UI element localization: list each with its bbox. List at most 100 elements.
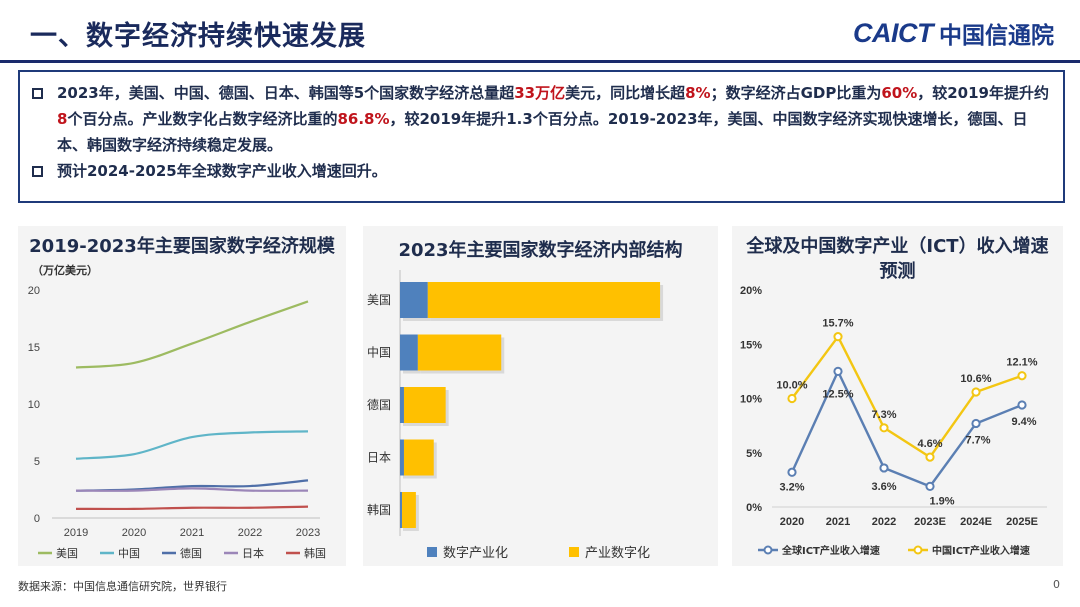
data-label: 7.3% [871, 409, 896, 421]
x-tick-label: 2022 [238, 527, 262, 539]
y-axis-unit-label: （万亿美元） [32, 264, 98, 277]
legend-label: 日本 [242, 546, 264, 560]
series-line-3 [75, 487, 309, 492]
y-tick-label: 10% [740, 394, 762, 406]
series-line-0 [790, 370, 1023, 488]
legend-swatch-marker [763, 545, 773, 555]
data-point [833, 366, 843, 376]
category-label: 德国 [367, 397, 391, 412]
y-tick-label: 15 [28, 342, 40, 354]
data-point [787, 467, 797, 477]
summary-bullet-2: 预计2024-2025年全球数字产业收入增速回升。 [32, 158, 1053, 184]
y-tick-label: 0% [746, 502, 762, 514]
data-label: 10.6% [960, 373, 991, 385]
summary-box: 2023年，美国、中国、德国、日本、韩国等5个国家数字经济总量超33万亿美元，同… [18, 70, 1065, 203]
y-tick-label: 15% [740, 339, 762, 351]
bar-segment-industrial-digitalization [427, 282, 661, 318]
category-label: 美国 [367, 293, 391, 307]
chart-panel-ict-forecast: 全球及中国数字产业（ICT）收入增速预测 0% 5% 10% 15% 20% 2020 20… [732, 226, 1063, 566]
x-tick-label: 2023E [914, 516, 946, 528]
chart-title: 2023年主要国家数字经济内部结构 [398, 240, 683, 261]
legend-label: 中国 [118, 547, 140, 560]
data-label: 9.4% [1011, 416, 1036, 428]
summary-bullet-1: 2023年，美国、中国、德国、日本、韩国等5个国家数字经济总量超33万亿美元，同… [32, 80, 1053, 158]
x-tick-label: 2022 [872, 516, 896, 528]
data-label: 12.5% [822, 388, 853, 400]
x-tick-label: 2020 [122, 527, 146, 539]
data-point [833, 332, 843, 342]
data-point [879, 463, 889, 473]
highlight-figure: 33万亿 [514, 84, 566, 102]
bar-segment-digital-industrialization [400, 334, 418, 371]
y-tick-label: 20% [740, 285, 762, 297]
chart-panel-country-scale: 2019-2023年主要国家数字经济规模 （万亿美元） 0 5 10 15 20 2019… [18, 226, 346, 566]
summary-text-segment: ；数字经济占GDP比重为 [710, 84, 882, 102]
highlight-figure: 86.8% [337, 110, 390, 128]
data-label: 12.1% [1006, 357, 1037, 369]
square-bullet-icon [32, 166, 43, 177]
title-divider [0, 60, 1080, 63]
summary-bullet-2-text: 预计2024-2025年全球数字产业收入增速回升。 [57, 162, 387, 180]
logo-text: 中国信通院 [939, 23, 1054, 49]
square-bullet-icon [32, 88, 43, 99]
data-source-note: 数据来源：中国信息通信研究院，世界银行 [18, 580, 227, 593]
legend-label: 韩国 [304, 546, 326, 560]
legend-label: 全球ICT产业收入增速 [781, 544, 880, 557]
data-point [1017, 400, 1027, 410]
legend-swatch [427, 547, 437, 557]
x-tick-label: 2019 [64, 527, 88, 539]
bar-segment-industrial-digitalization [403, 439, 434, 476]
category-label: 韩国 [367, 502, 391, 517]
x-tick-label: 2020 [780, 516, 804, 528]
data-label: 1.9% [929, 495, 954, 507]
data-label: 3.2% [779, 481, 804, 493]
line-chart-country-scale: 0 5 10 15 20 2019 2020 2021 2022 2023 美国 中国 德国 日本 韩国 [28, 285, 326, 560]
highlight-figure: 8% [685, 84, 711, 102]
chart-title: 全球及中国数字产业（ICT）收入增速预测 [746, 236, 1049, 282]
y-tick-label: 10 [28, 399, 40, 411]
legend-swatch-marker [913, 545, 923, 555]
legend-label: 产业数字化 [585, 546, 650, 561]
data-label: 10.0% [776, 380, 807, 392]
series-line-0 [75, 300, 309, 369]
x-tick-label: 2021 [180, 527, 204, 539]
legend-label: 数字产业化 [443, 546, 508, 561]
bar-segment-digital-industrialization [400, 439, 404, 476]
y-tick-label: 20 [28, 285, 40, 297]
x-tick-label: 2023 [296, 527, 320, 539]
summary-text-segment: 美元，同比增长超 [565, 84, 686, 102]
data-point [787, 393, 797, 404]
bar-segment-digital-industrialization [400, 387, 404, 423]
x-tick-label: 2024E [960, 516, 992, 528]
legend-label: 中国ICT产业收入增速 [932, 544, 1030, 557]
x-tick-label: 2025E [1006, 516, 1038, 528]
data-point [971, 387, 981, 397]
category-label: 日本 [367, 451, 391, 465]
chart-panel-structure: 2023年主要国家数字经济内部结构 美国中国德国日本韩国数字产业化 产业数字化 [363, 226, 718, 566]
category-label: 中国 [367, 345, 391, 360]
summary-bullet-1-text: 2023年，美国、中国、德国、日本、韩国等5个国家数字经济总量超33万亿美元，同… [57, 80, 1053, 158]
page-number: 0 [1053, 578, 1060, 591]
chart-title: 2019-2023年主要国家数字经济规模 [29, 236, 335, 257]
series-line-1 [75, 430, 309, 460]
caict-logo: CAICT 中国信通院 [853, 16, 1054, 50]
legend-label: 德国 [180, 546, 202, 560]
legend-label: 美国 [56, 547, 78, 560]
line-chart-ict-forecast: 0% 5% 10% 15% 20% 2020 2021 2022 2023E 2024E 2025E… [740, 285, 1047, 557]
page-title: 一、数字经济持续快速发展 [30, 21, 366, 52]
y-tick-label: 0 [34, 513, 40, 525]
bar-segment-industrial-digitalization [401, 492, 416, 528]
data-point [879, 423, 889, 433]
summary-text-segment: 个百分点。产业数字化占数字经济比重的 [67, 110, 338, 128]
summary-text-segment: 2023年，美国、中国、德国、日本、韩国等5个国家数字经济总量超 [57, 84, 515, 102]
summary-text-segment: ，较2019年提升约 [917, 84, 1049, 102]
data-label: 7.7% [965, 434, 990, 446]
bar-segment-digital-industrialization [400, 282, 428, 318]
data-point [1017, 371, 1027, 381]
summary-text-segment: ，较2019年提升1.3个百分点。2019-2023年，美国、中国数字经济实现快… [57, 110, 1028, 154]
highlight-figure: 8 [57, 110, 68, 128]
bar-segment-industrial-digitalization [403, 387, 446, 423]
data-point [925, 452, 935, 462]
y-tick-label: 5% [746, 448, 762, 460]
